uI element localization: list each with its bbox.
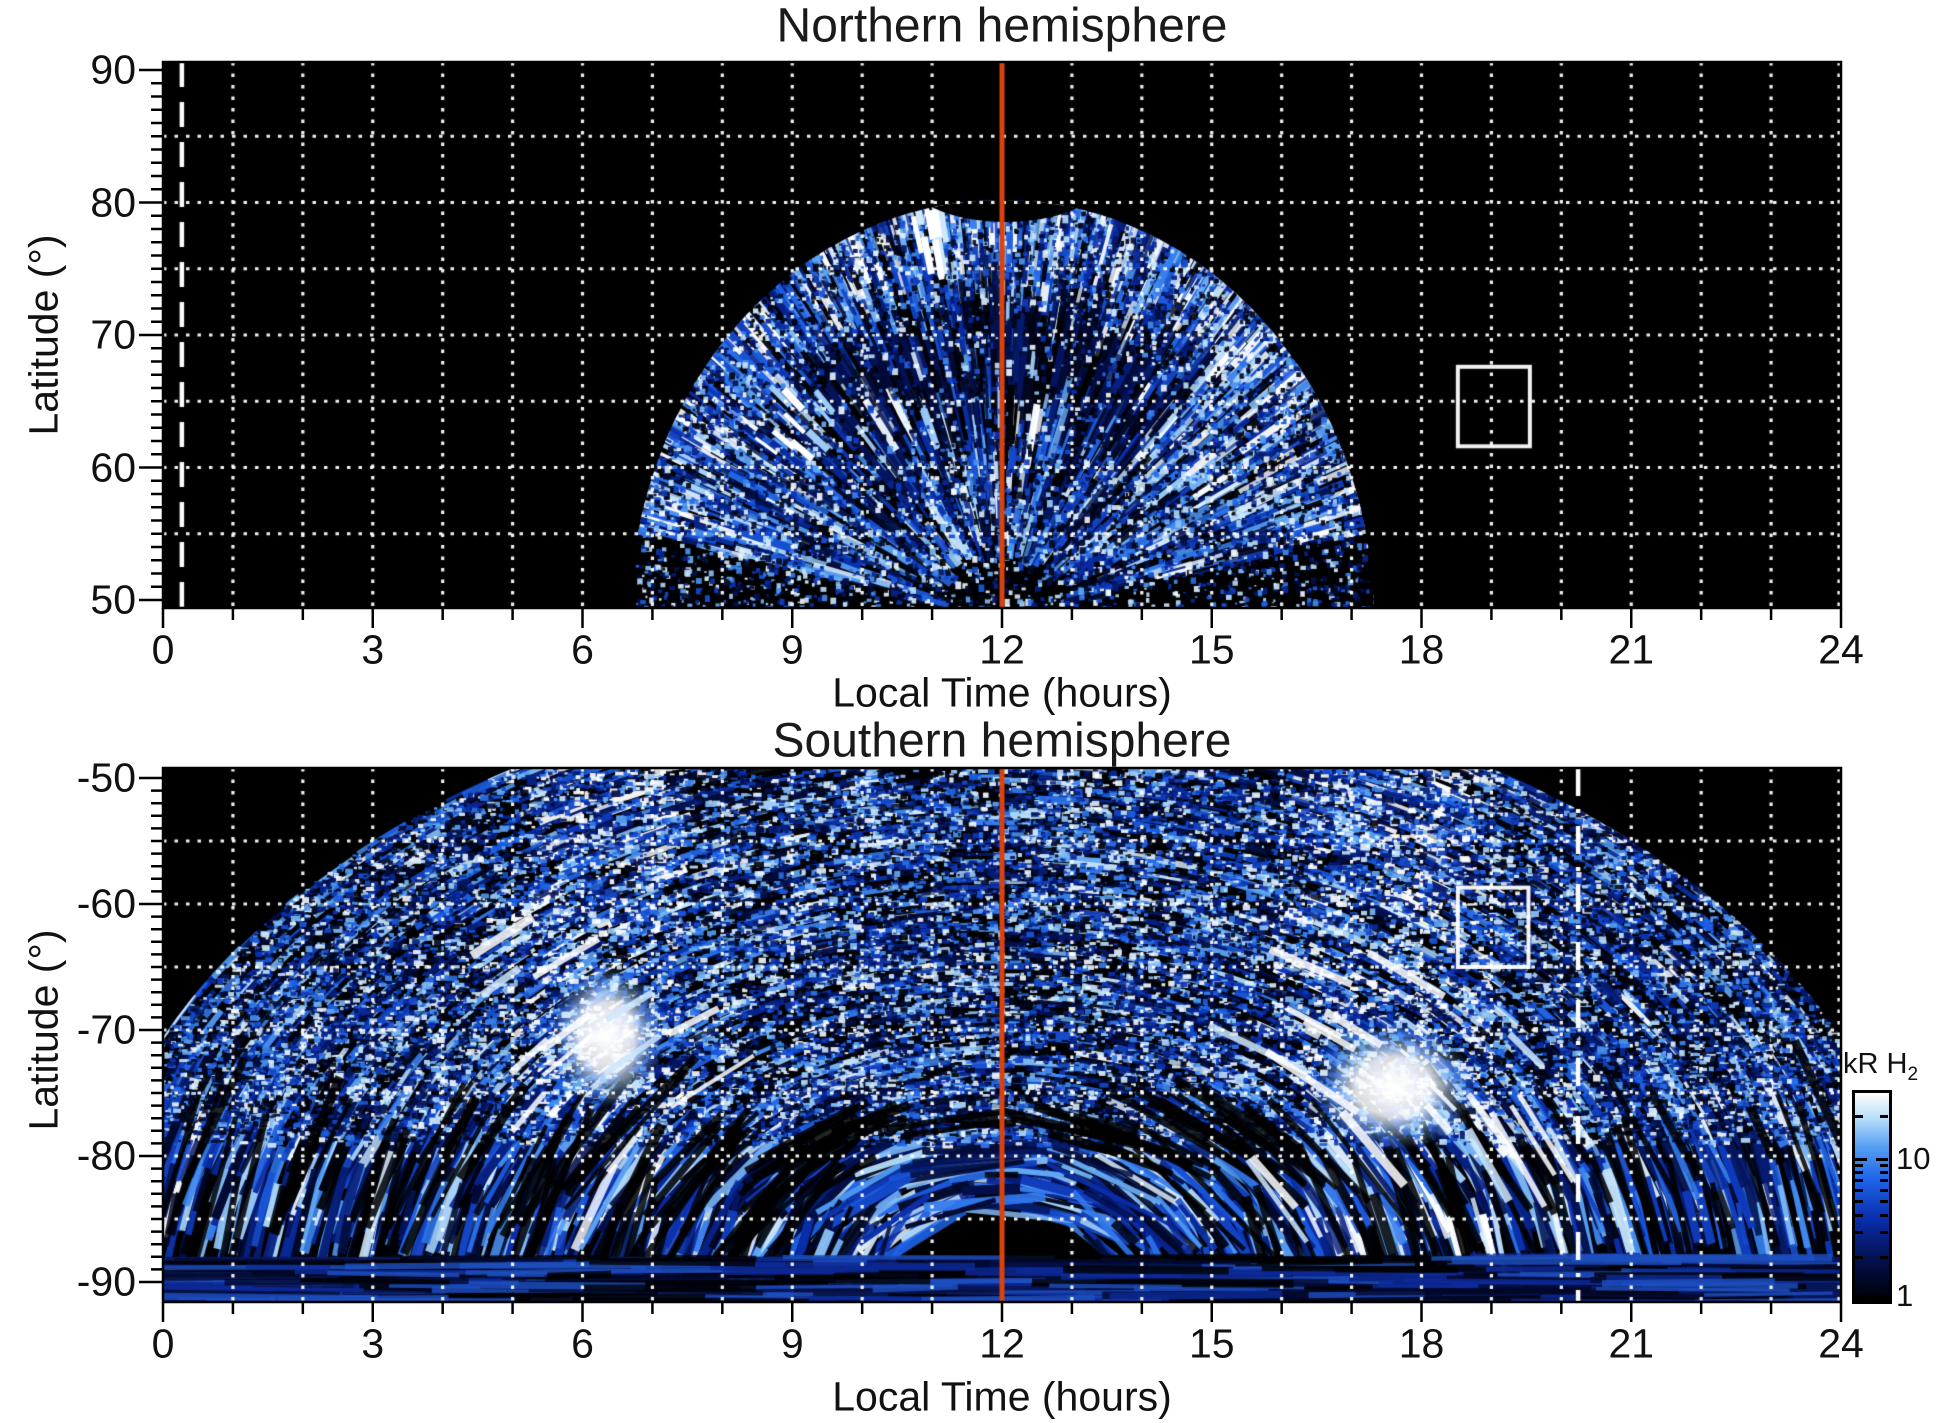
north-x-tick-label-15: 15	[1188, 626, 1235, 673]
colorbar-minor-tick	[1855, 1164, 1863, 1168]
colorbar-title-text: kR H	[1843, 1048, 1908, 1080]
north-x-tick-label-12: 12	[979, 626, 1025, 673]
colorbar-minor-tick	[1855, 1256, 1863, 1260]
north-y-tick-label-90: 90	[90, 46, 136, 93]
south-x-tick-label-6: 6	[571, 1320, 594, 1367]
north-x-tick-label-18: 18	[1398, 626, 1445, 673]
south-heatmap-canvas	[163, 768, 1841, 1302]
colorbar-minor-tick	[1880, 1188, 1888, 1192]
north-x-tick-label-24: 24	[1818, 626, 1864, 673]
south-x-axis-label: Local Time (hours)	[832, 1373, 1172, 1420]
colorbar-minor-tick	[1880, 1256, 1888, 1260]
colorbar-tick-label-10: 10	[1896, 1140, 1931, 1176]
south-x-tick-label-3: 3	[361, 1320, 385, 1367]
colorbar-minor-tick	[1855, 1231, 1863, 1235]
colorbar-minor-tick	[1880, 1171, 1888, 1175]
north-x-tick-label-3: 3	[361, 626, 385, 673]
north-x-tick-label-0: 0	[151, 626, 175, 673]
colorbar-minor-tick	[1855, 1115, 1863, 1119]
south-y-tick-label--70: -70	[76, 1006, 136, 1053]
colorbar-major-tick-1	[1855, 1295, 1867, 1298]
colorbar-minor-tick	[1855, 1200, 1863, 1204]
colorbar	[1852, 1090, 1892, 1304]
south-panel-title: Southern hemisphere	[772, 714, 1232, 768]
colorbar-minor-tick	[1855, 1213, 1863, 1217]
colorbar-major-tick-1	[1876, 1295, 1888, 1298]
colorbar-minor-tick	[1880, 1200, 1888, 1204]
south-x-tick-label-24: 24	[1818, 1320, 1864, 1367]
north-y-tick-label-60: 60	[90, 444, 136, 490]
south-y-tick-label--50: -50	[76, 754, 136, 801]
colorbar-minor-tick	[1880, 1115, 1888, 1119]
south-x-tick-label-0: 0	[151, 1320, 175, 1367]
north-y-axis-label: Latitude (°)	[20, 234, 67, 436]
north-x-tick-label-6: 6	[571, 626, 594, 673]
colorbar-major-tick-10	[1855, 1157, 1867, 1161]
colorbar-major-tick-10	[1876, 1157, 1888, 1161]
colorbar-minor-tick	[1880, 1213, 1888, 1217]
south-x-tick-label-12: 12	[979, 1320, 1025, 1367]
colorbar-minor-tick	[1855, 1188, 1863, 1192]
colorbar-tick-label-1: 1	[1896, 1278, 1914, 1313]
north-x-tick-label-9: 9	[780, 626, 804, 673]
north-panel-title: Northern hemisphere	[776, 0, 1228, 53]
south-y-axis-label: Latitude (°)	[20, 929, 67, 1131]
colorbar-minor-tick	[1880, 1179, 1888, 1183]
north-x-tick-label-21: 21	[1608, 626, 1655, 673]
north-y-tick-label-50: 50	[90, 576, 136, 623]
north-x-axis-label: Local Time (hours)	[832, 669, 1172, 716]
colorbar-minor-tick	[1855, 1171, 1863, 1175]
south-y-tick-label--80: -80	[76, 1132, 136, 1179]
colorbar-minor-tick	[1880, 1164, 1888, 1168]
colorbar-title-subscript: 2	[1907, 1063, 1919, 1085]
colorbar-minor-tick	[1880, 1231, 1888, 1235]
north-heatmap-canvas	[163, 62, 1841, 608]
colorbar-title: kR H2	[1843, 1048, 1918, 1086]
north-y-tick-label-70: 70	[90, 311, 136, 358]
south-y-tick-label--60: -60	[76, 880, 136, 927]
south-x-tick-label-18: 18	[1398, 1320, 1445, 1367]
north-y-tick-label-80: 80	[90, 179, 136, 225]
south-x-tick-label-21: 21	[1608, 1320, 1655, 1367]
south-y-tick-label--90: -90	[76, 1258, 136, 1305]
south-x-tick-label-15: 15	[1188, 1320, 1235, 1367]
south-x-tick-label-9: 9	[780, 1320, 804, 1367]
colorbar-minor-tick	[1855, 1179, 1863, 1183]
